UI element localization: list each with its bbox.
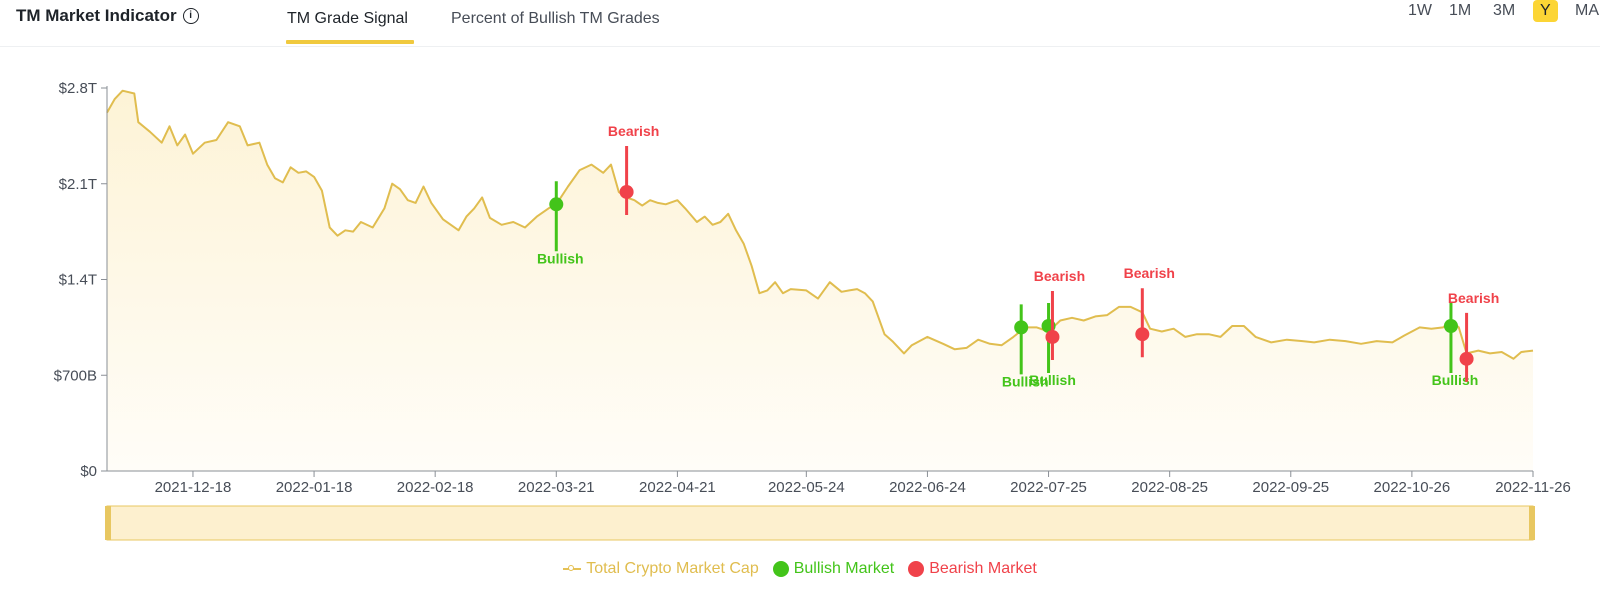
bearish-signal-dot bbox=[1459, 351, 1474, 366]
tab-label: TM Grade Signal bbox=[287, 10, 408, 27]
bearish-signal-dot bbox=[1045, 329, 1060, 344]
legend-item-bearish[interactable]: Bearish Market bbox=[908, 560, 1037, 578]
range-button-1m[interactable]: 1M bbox=[1449, 2, 1472, 19]
bearish-signal-label: Bearish bbox=[1034, 268, 1085, 284]
zoom-slider-track[interactable] bbox=[106, 505, 1534, 541]
zoom-handle-right[interactable] bbox=[1529, 506, 1535, 540]
x-tick-label: 2022-03-21 bbox=[518, 479, 595, 496]
range-button-1w[interactable]: 1W bbox=[1408, 2, 1432, 19]
tab-percent-bullish[interactable]: Percent of Bullish TM Grades bbox=[451, 10, 660, 28]
tab-tm-grade-signal[interactable]: TM Grade Signal bbox=[287, 10, 408, 28]
range-button-ma[interactable]: MA bbox=[1575, 2, 1599, 19]
bearish-signal-dot bbox=[1135, 327, 1150, 342]
bullish-signal-label: Bullish bbox=[1002, 373, 1049, 389]
x-tick-label: 2022-08-25 bbox=[1131, 479, 1208, 496]
x-tick-label: 2022-01-18 bbox=[276, 479, 353, 496]
range-button-y[interactable]: Y bbox=[1533, 0, 1558, 22]
x-tick-label: 2022-07-25 bbox=[1010, 479, 1087, 496]
bullish-signal-dot bbox=[1014, 320, 1029, 335]
legend-label: Bullish Market bbox=[793, 560, 895, 577]
y-tick-label: $700B bbox=[54, 367, 97, 384]
area-layer bbox=[106, 89, 1534, 471]
y-tick-label: $2.8T bbox=[59, 80, 97, 97]
tab-label: Percent of Bullish TM Grades bbox=[451, 10, 660, 27]
market-cap-area bbox=[107, 90, 1533, 471]
legend-label: Total Crypto Market Cap bbox=[586, 560, 759, 577]
bearish-signal-label: Bearish bbox=[608, 123, 659, 139]
top-bar: TM Market Indicator i TM Grade Signal Pe… bbox=[0, 0, 1600, 47]
chart-legend: Total Crypto Market Cap Bullish Market B… bbox=[0, 560, 1600, 578]
x-tick-label: 2022-04-21 bbox=[639, 479, 716, 496]
bullish-signal-label: Bullish bbox=[1432, 372, 1479, 388]
bearish-signal-label: Bearish bbox=[1124, 265, 1175, 281]
bullish-signal-label: Bullish bbox=[1029, 372, 1076, 388]
range-button-3m[interactable]: 3M bbox=[1493, 2, 1516, 19]
bearish-signal-dot bbox=[619, 184, 634, 199]
x-tick-label: 2022-05-24 bbox=[768, 479, 845, 496]
bullish-signal-dot bbox=[549, 197, 564, 212]
y-tick-label: $1.4T bbox=[59, 272, 97, 289]
legend-item-market-cap[interactable]: Total Crypto Market Cap bbox=[563, 560, 759, 578]
bearish-signal-label: Bearish bbox=[1448, 290, 1499, 306]
zoom-slider[interactable] bbox=[105, 505, 1535, 541]
active-tab-indicator bbox=[286, 40, 414, 44]
market-cap-line bbox=[106, 89, 1534, 360]
legend-dot-icon bbox=[908, 561, 925, 577]
legend-label: Bearish Market bbox=[929, 560, 1037, 577]
page-title: TM Market Indicator i bbox=[16, 6, 199, 26]
y-tick-label: $2.1T bbox=[59, 176, 97, 193]
axes-layer: $0 $700B $1.4T $2.1T $2.8T 2021-12-18 2022-01-… bbox=[54, 80, 1571, 496]
info-icon[interactable]: i bbox=[182, 8, 199, 24]
zoom-handle-left[interactable] bbox=[105, 506, 111, 540]
bullish-signal-dot bbox=[1443, 319, 1458, 334]
y-tick-label: $0 bbox=[80, 463, 97, 480]
legend-item-bullish[interactable]: Bullish Market bbox=[772, 560, 895, 578]
x-tick-label: 2022-02-18 bbox=[397, 479, 474, 496]
x-tick-label: 2022-09-25 bbox=[1252, 479, 1329, 496]
x-tick-label: 2022-06-24 bbox=[889, 479, 966, 496]
legend-dot-icon bbox=[772, 561, 789, 577]
x-tick-label: 2022-10-26 bbox=[1374, 479, 1451, 496]
x-tick-label: 2021-12-18 bbox=[155, 479, 232, 496]
x-tick-label: 2022-11-26 bbox=[1495, 479, 1571, 496]
legend-line-icon bbox=[563, 565, 582, 571]
page-title-text: TM Market Indicator bbox=[16, 6, 177, 25]
bullish-signal-label: Bullish bbox=[537, 250, 584, 266]
